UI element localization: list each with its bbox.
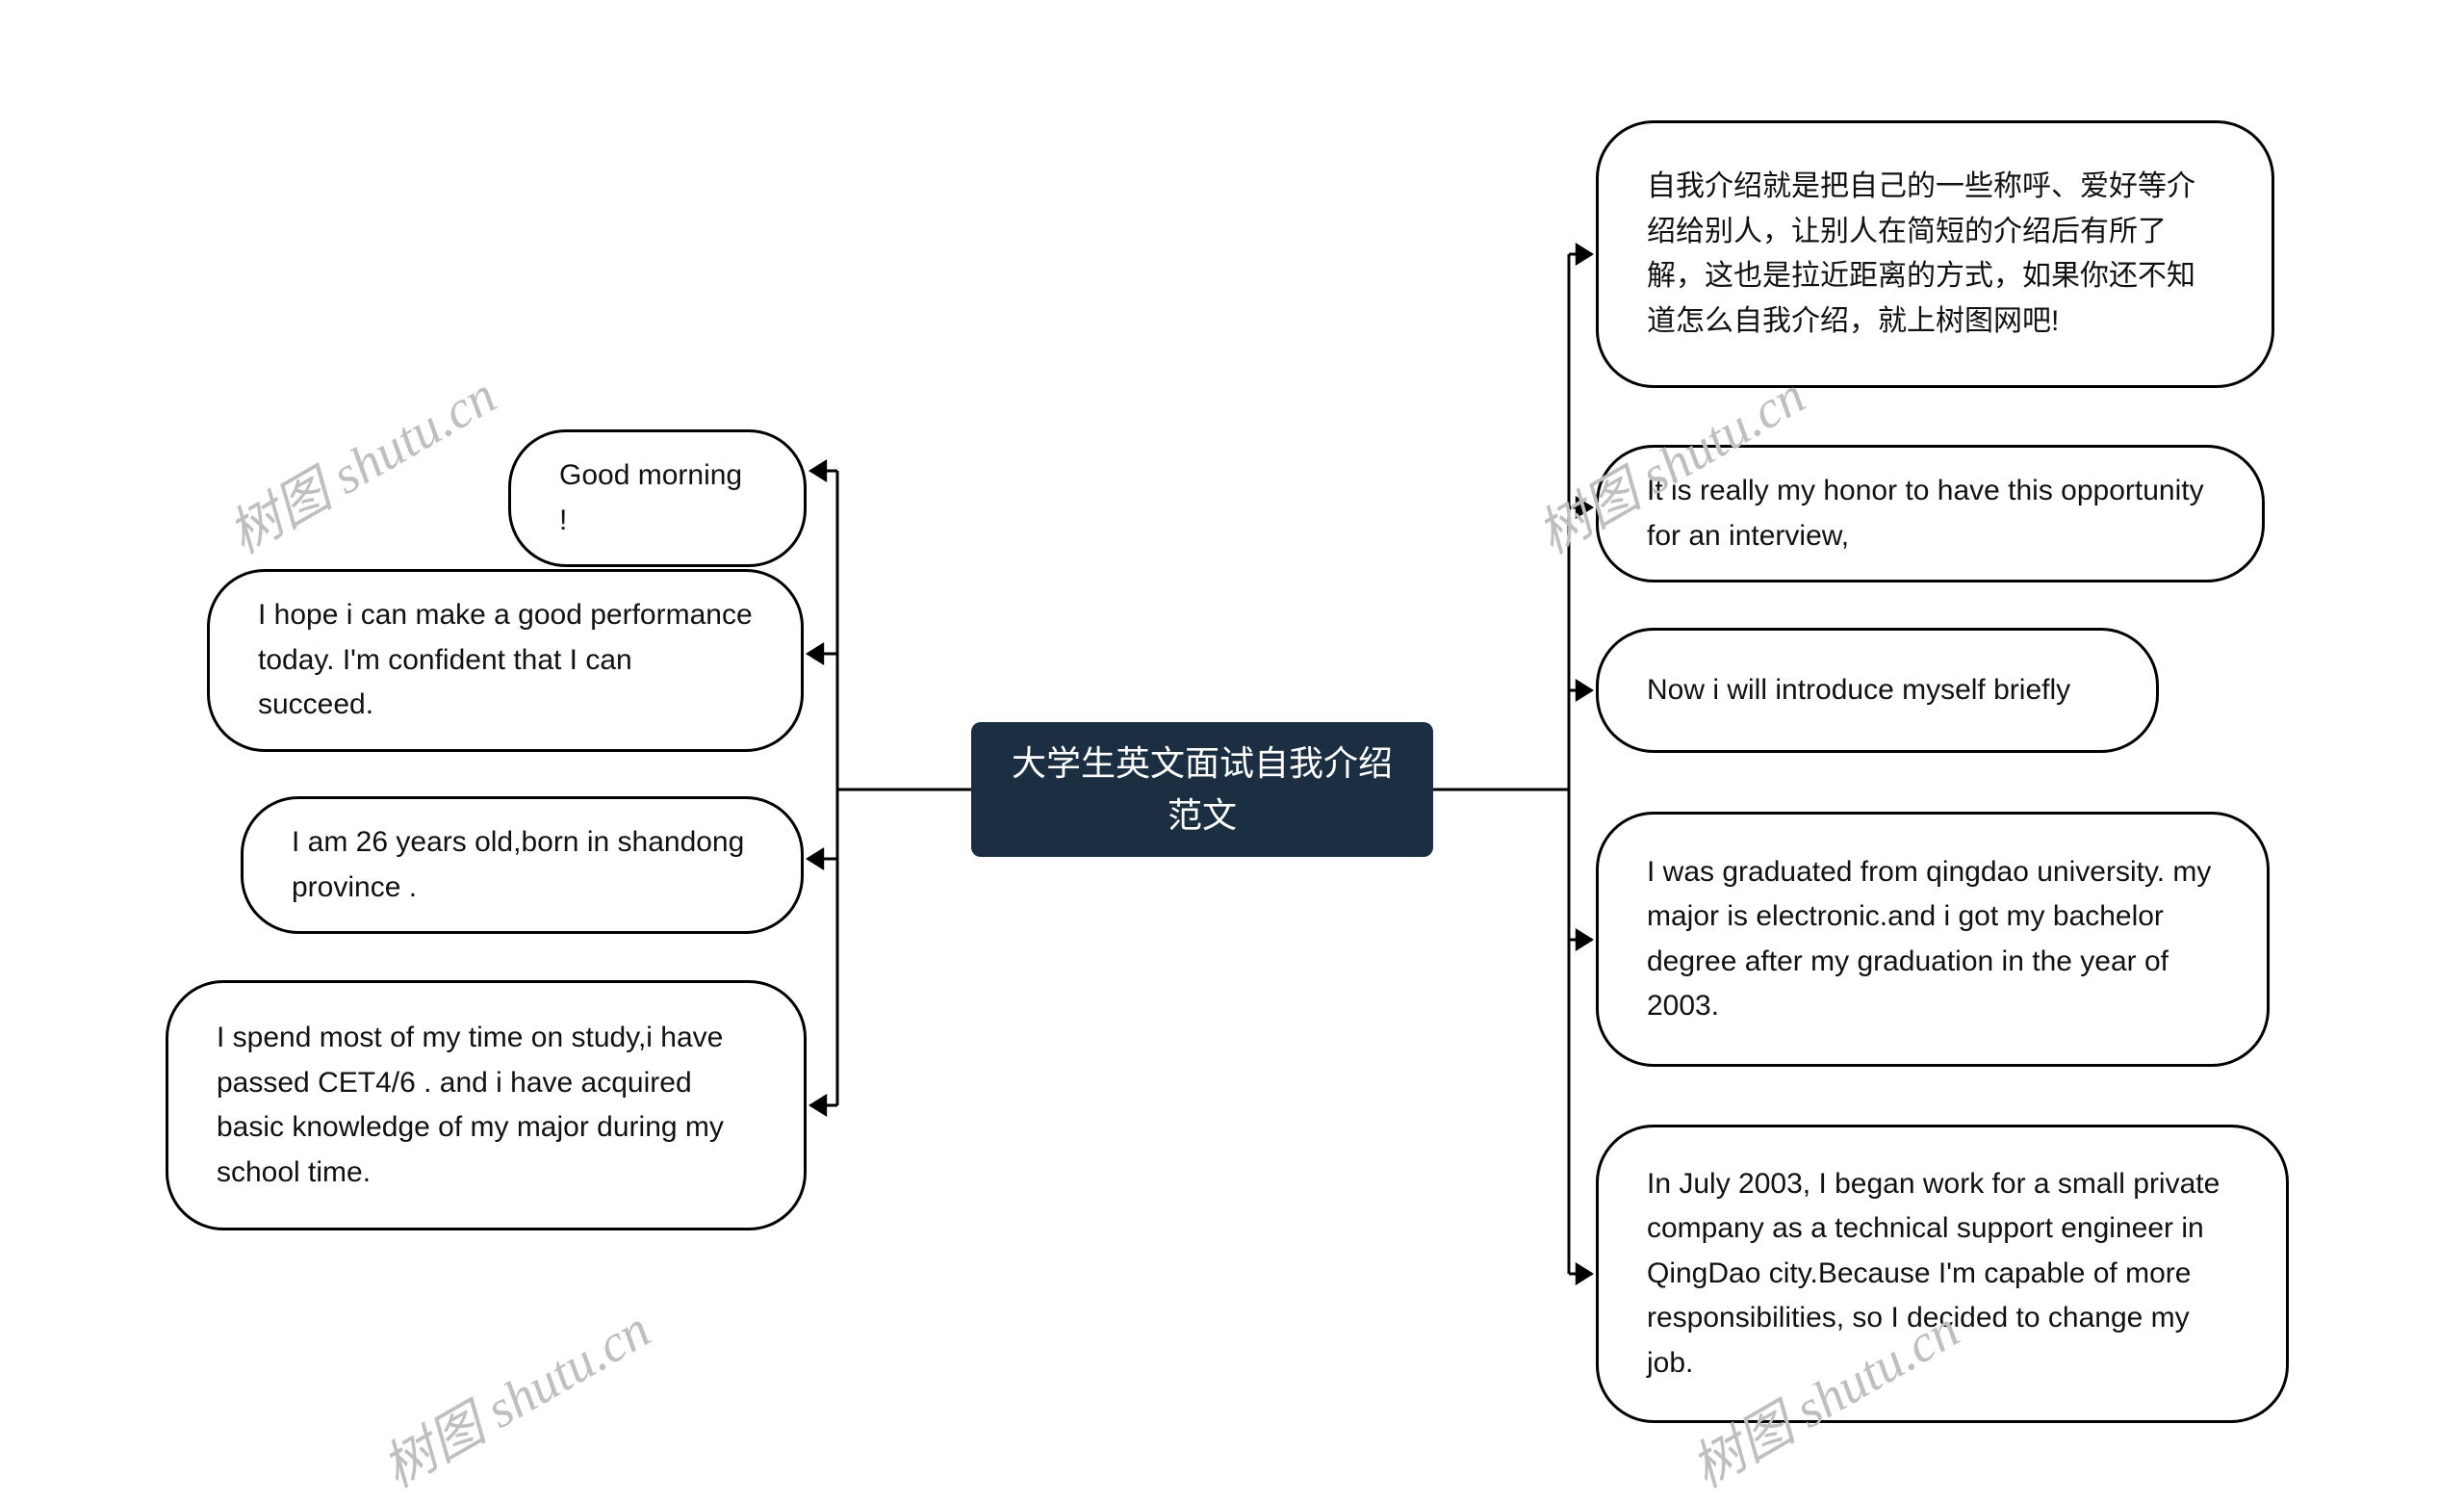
leaf-r3: Now i will introduce myself briefly <box>1596 628 2159 753</box>
watermark-1: 树图 shutu.cn <box>212 352 507 568</box>
watermark-3: 树图 shutu.cn <box>366 1286 661 1502</box>
center-node: 大学生英文面试自我介绍 范文 <box>971 722 1433 857</box>
leaf-l4: I spend most of my time on study,i have … <box>166 980 807 1230</box>
leaf-r4: I was graduated from qingdao university.… <box>1596 812 2270 1067</box>
leaf-l1: Good morning ! <box>508 429 807 567</box>
leaf-l3: I am 26 years old,born in shandong provi… <box>241 796 804 934</box>
leaf-l2: I hope i can make a good performance tod… <box>207 569 804 752</box>
leaf-r1: 自我介绍就是把自己的一些称呼、爱好等介绍给别人，让别人在简短的介绍后有所了解，这… <box>1596 120 2274 388</box>
leaf-r2: It is really my honor to have this oppor… <box>1596 445 2265 583</box>
leaf-r5: In July 2003, I began work for a small p… <box>1596 1125 2289 1423</box>
